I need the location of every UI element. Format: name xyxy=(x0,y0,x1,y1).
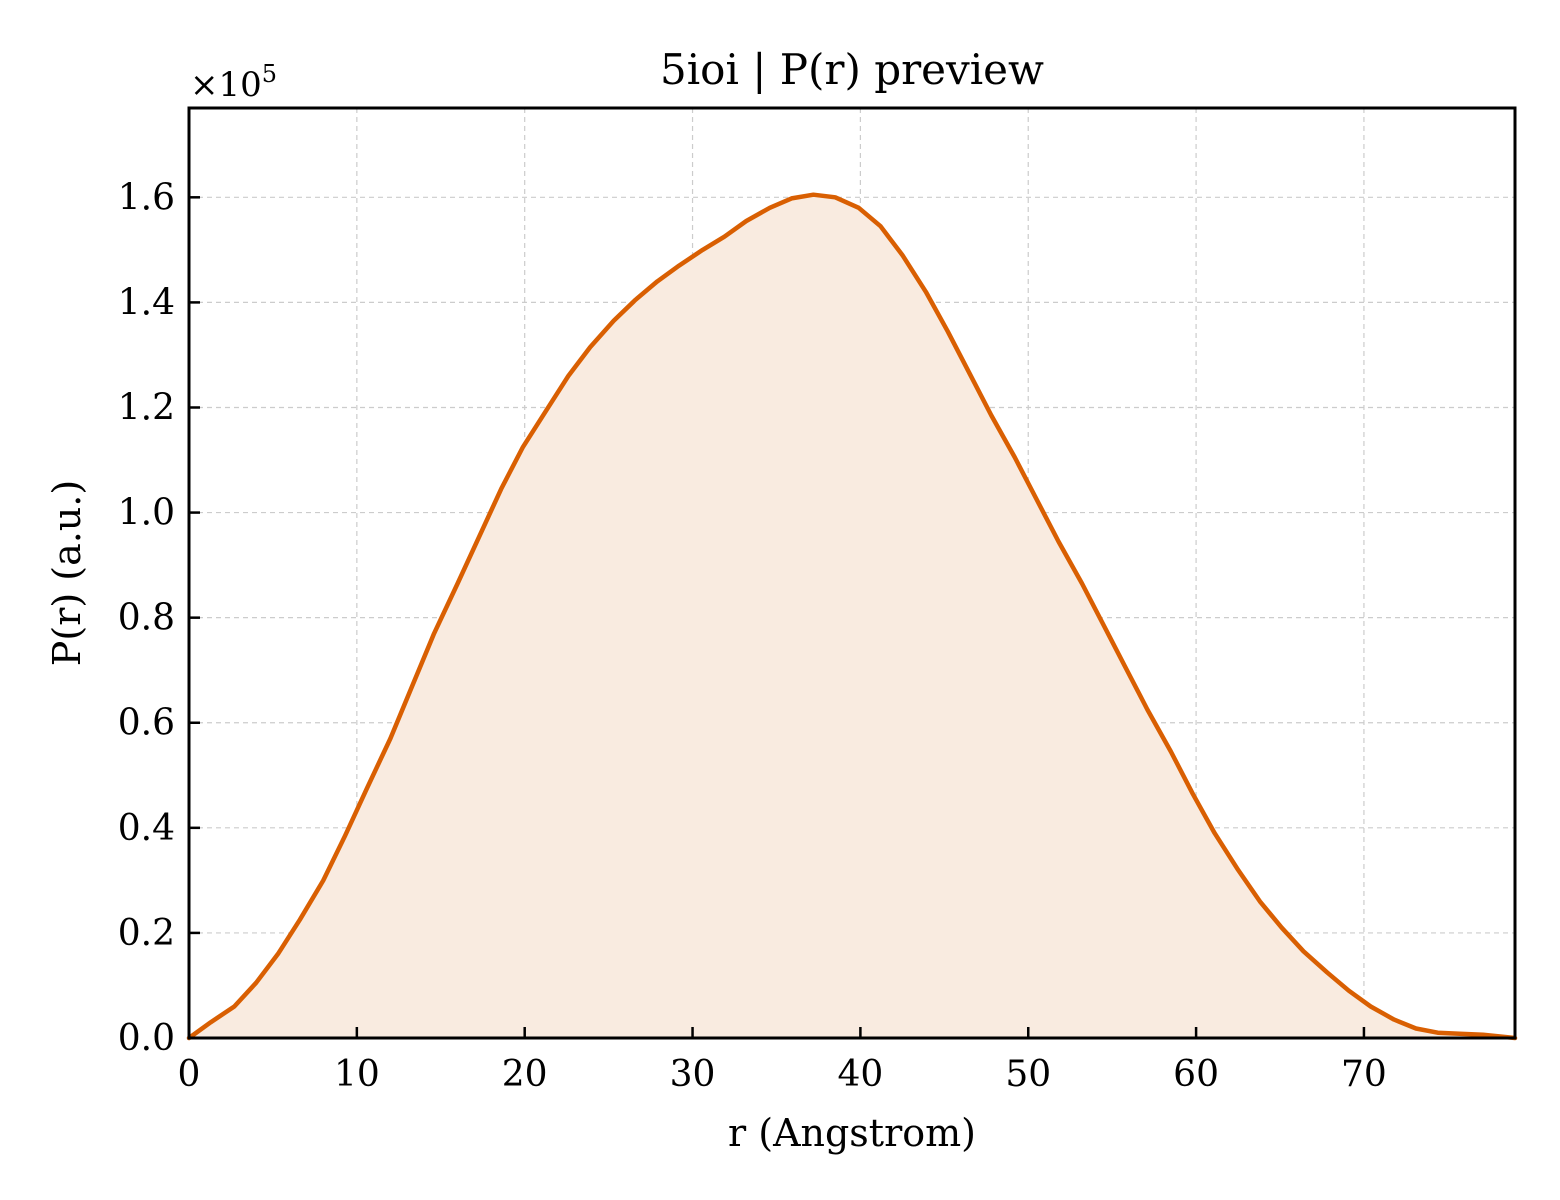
plot-frame xyxy=(187,106,1517,1040)
x-tick-label: 30 xyxy=(670,1054,716,1095)
area-layer xyxy=(189,194,1515,1038)
x-tick-label: 20 xyxy=(502,1054,548,1095)
y-tick-label: 1.6 xyxy=(118,177,175,218)
x-tick-label: 60 xyxy=(1173,1054,1219,1095)
y-tick-label: 0.6 xyxy=(118,703,175,744)
y-tick-label: 1.2 xyxy=(118,387,175,428)
y-tick-label: 0.4 xyxy=(118,808,175,849)
tick-layer: 0 10 20 30 40 50 60 70 0.0 0.2 0.4 0.6 0.8 1.0 1.2 1.4 1… xyxy=(118,177,1387,1095)
chart-title: 5ioi | P(r) preview xyxy=(660,45,1044,94)
x-tick-label: 70 xyxy=(1341,1054,1387,1095)
x-tick-label: 10 xyxy=(334,1054,380,1095)
y-axis-title: P(r) (a.u.) xyxy=(45,480,89,666)
y-offset-label: ×105 xyxy=(190,60,277,105)
x-axis-title: r (Angstrom) xyxy=(728,1111,976,1155)
x-tick-label: 0 xyxy=(178,1054,201,1095)
y-offset-exponent: 5 xyxy=(262,60,277,88)
y-offset-base: ×10 xyxy=(190,65,262,105)
y-tick-label: 0.8 xyxy=(118,598,175,639)
y-tick-label: 1.4 xyxy=(118,282,175,323)
x-tick-label: 50 xyxy=(1005,1054,1051,1095)
series-area xyxy=(189,194,1515,1038)
x-tick-label: 40 xyxy=(837,1054,883,1095)
line-layer xyxy=(186,192,1518,1041)
y-tick-label: 1.0 xyxy=(118,493,175,534)
y-tick-label: 0.2 xyxy=(118,913,175,954)
y-tick-label: 0.0 xyxy=(118,1018,175,1059)
series-line xyxy=(186,192,1518,1041)
